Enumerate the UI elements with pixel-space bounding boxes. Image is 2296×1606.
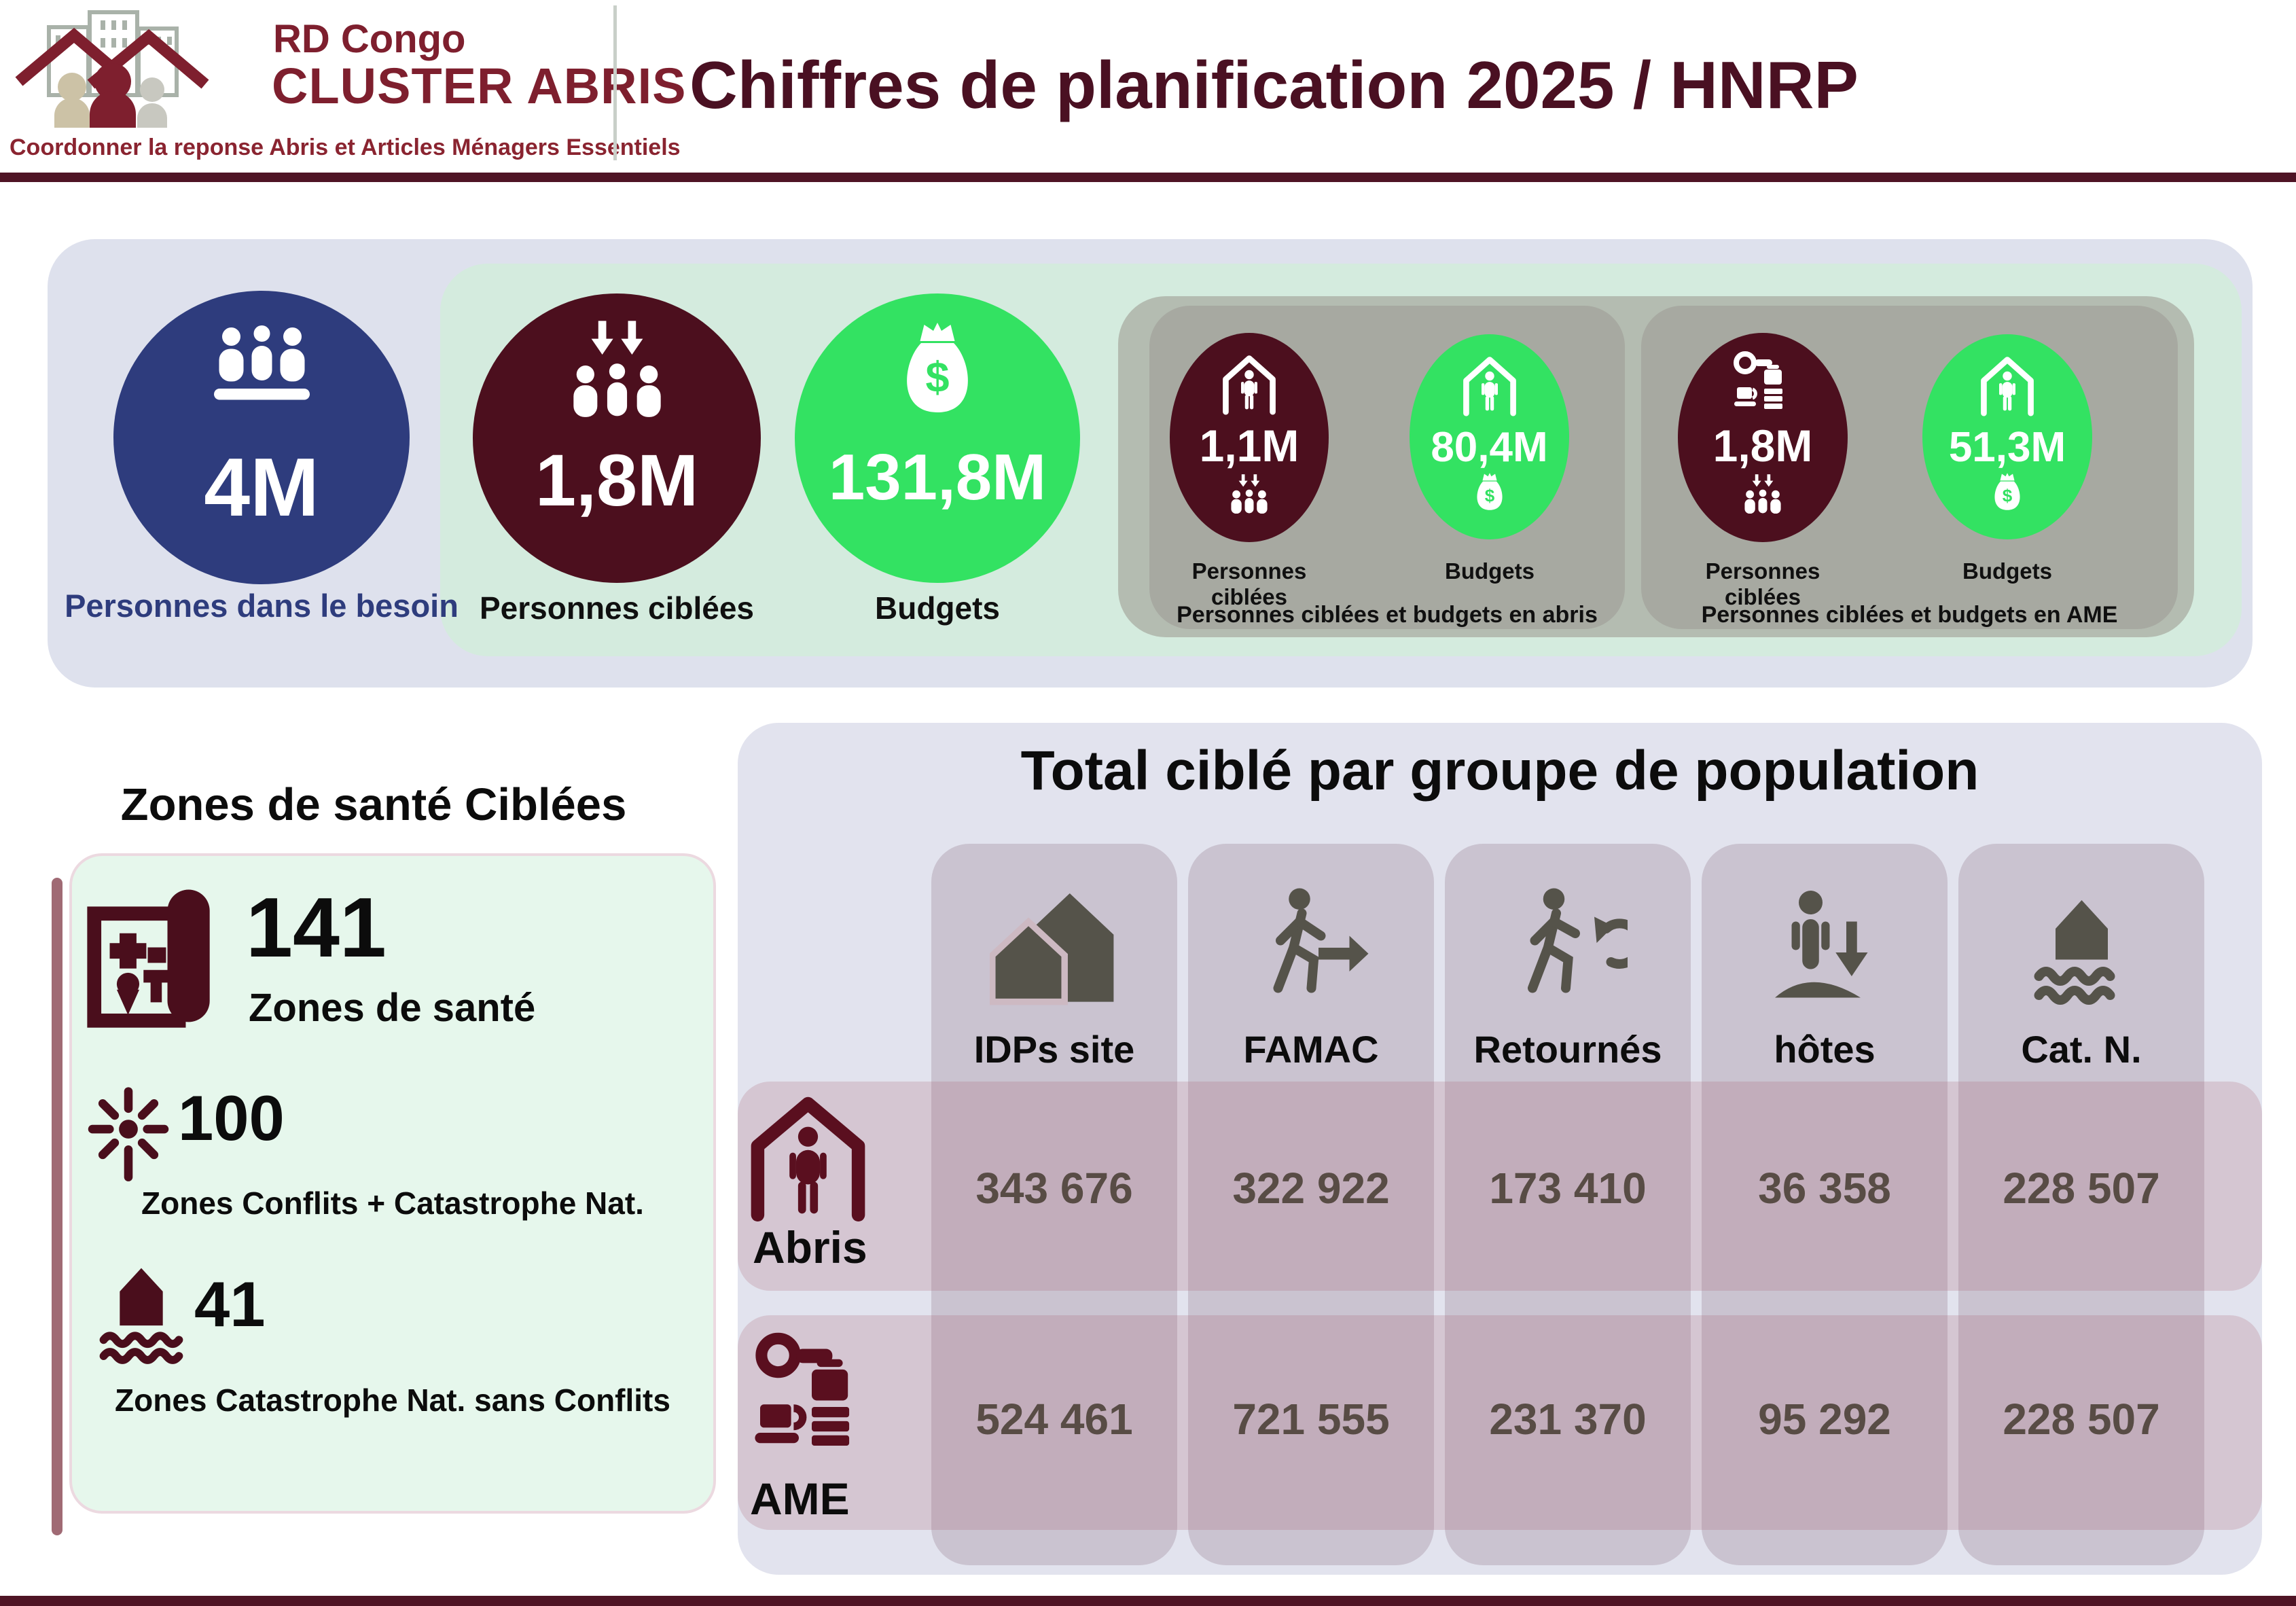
zones-sante-value: 141	[246, 881, 387, 975]
idps-site-icon	[990, 893, 1114, 1005]
kpi-targeted-value: 1,8M	[535, 439, 699, 521]
column-header-catn	[1958, 874, 2204, 1016]
hotes-icon	[1774, 890, 1867, 997]
money-bag-icon: $	[907, 323, 968, 412]
zones-catastrophe-label: Zones Catastrophe Nat. sans Conflits	[115, 1382, 670, 1418]
kpi-targeted-circle: 1,8M	[473, 293, 761, 583]
cell-abris-famac: 322 922	[1232, 1164, 1390, 1213]
abris-targeted-circle: 1,1M	[1170, 333, 1329, 542]
kpi-need-circle: 4M	[113, 291, 410, 584]
column-strip-catn	[1958, 844, 2204, 1565]
arrows-people-small-icon	[1744, 474, 1781, 514]
ame-targeted-circle: 1,8M	[1678, 333, 1848, 542]
ame-targeted-label: Personnes ciblées	[1705, 558, 1820, 609]
retournes-icon	[1527, 888, 1628, 993]
abris-targeted-label: Personnes ciblées	[1191, 558, 1307, 609]
shelter-person-icon	[1463, 357, 1516, 416]
population-table-panel	[738, 723, 2262, 1575]
abris-panel-caption: Personnes ciblées et budgets en abris	[1177, 602, 1598, 628]
row-label-abris: Abris	[753, 1222, 867, 1272]
header-rule	[0, 173, 2296, 182]
column-header-hotes	[1702, 874, 1948, 1016]
bottom-bar	[0, 1596, 2296, 1606]
abris-budget-value: 80,4M	[1431, 424, 1548, 471]
svg-text:$: $	[1484, 485, 1494, 505]
ame-targeted-value: 1,8M	[1712, 421, 1813, 471]
cell-ame-catn: 228 507	[2003, 1395, 2160, 1444]
table-row-ame-band	[738, 1315, 2262, 1530]
conflict-burst-icon	[88, 1087, 169, 1181]
column-label-catn: Cat. N.	[2021, 1028, 2142, 1071]
famac-icon	[1273, 888, 1368, 993]
zones-catastrophe-value: 41	[194, 1268, 266, 1340]
zones-title: Zones de santé Ciblées	[120, 779, 627, 830]
column-label-retournes: Retournés	[1473, 1028, 1662, 1071]
column-header-retournes	[1445, 874, 1691, 1016]
zones-conflits-value: 100	[178, 1082, 285, 1154]
cell-abris-idps: 343 676	[975, 1164, 1133, 1213]
zones-sante-label: Zones de santé	[249, 986, 536, 1030]
shelter-person-icon	[1981, 357, 2034, 416]
cell-abris-hotes: 36 358	[1758, 1164, 1891, 1213]
cell-abris-catn: 228 507	[2003, 1164, 2160, 1213]
column-header-idps	[931, 874, 1177, 1016]
column-label-famac: FAMAC	[1243, 1028, 1379, 1071]
people-group-icon	[213, 325, 310, 400]
zones-conflits-label: Zones Conflits + Catastrophe Nat.	[141, 1185, 644, 1221]
arrows-people-small-icon	[1231, 474, 1268, 514]
ame-budget-circle: 51,3M $	[1922, 334, 2092, 539]
money-bag-small-icon: $	[1994, 473, 2020, 510]
population-table-title: Total ciblé par groupe de population	[1020, 740, 1979, 802]
logo-tagline: Coordonner la reponse Abris et Articles …	[10, 135, 681, 160]
abris-budget-label: Budgets	[1445, 558, 1535, 584]
ame-row-icon	[755, 1332, 850, 1446]
column-label-hotes: hôtes	[1774, 1028, 1876, 1071]
cell-ame-idps: 524 461	[975, 1395, 1133, 1444]
column-header-famac	[1188, 874, 1434, 1016]
ame-panel-caption: Personnes ciblées et budgets en AME	[1701, 602, 2118, 628]
kpi-targeted-label: Personnes ciblées	[480, 590, 754, 626]
cell-ame-famac: 721 555	[1232, 1395, 1390, 1444]
shelter-person-icon	[1223, 355, 1276, 415]
kpi-budget-label: Budgets	[875, 590, 1000, 626]
ame-budget-value: 51,3M	[1948, 424, 2066, 471]
svg-text:$: $	[2003, 485, 2013, 505]
kpi-budget-value: 131,8M	[828, 441, 1047, 514]
row-label-ame: AME	[750, 1474, 850, 1524]
logo-name: CLUSTER ABRIS	[272, 58, 687, 114]
header-divider	[613, 5, 617, 160]
page-title: Chiffres de planification 2025 / HNRP	[689, 47, 1859, 122]
cell-ame-retournes: 231 370	[1489, 1395, 1647, 1444]
column-strip-hotes	[1702, 844, 1948, 1565]
map-zones-icon	[87, 889, 210, 1028]
table-row-abris-band	[738, 1082, 2262, 1291]
abris-targeted-value: 1,1M	[1199, 421, 1299, 471]
ame-budget-label: Budgets	[1962, 558, 2052, 584]
cell-abris-retournes: 173 410	[1489, 1164, 1647, 1213]
flood-house-icon	[99, 1268, 183, 1364]
cat-n-icon	[2034, 899, 2115, 1005]
column-label-idps: IDPs site	[973, 1028, 1135, 1071]
arrows-people-icon	[573, 321, 661, 417]
kpi-need-label: Personnes dans le besoin	[65, 588, 459, 624]
kpi-budget-circle: $ 131,8M	[795, 293, 1080, 583]
kitchen-set-icon	[1734, 351, 1782, 409]
logo-country: RD Congo	[273, 17, 466, 61]
cell-ame-hotes: 95 292	[1758, 1395, 1891, 1444]
abris-row-icon	[751, 1096, 865, 1222]
kpi-need-value: 4M	[204, 441, 319, 533]
money-bag-small-icon: $	[1476, 473, 1503, 510]
zones-accent-bar	[52, 878, 62, 1535]
abris-budget-circle: 80,4M $	[1410, 334, 1569, 539]
svg-text:$: $	[925, 354, 949, 401]
cluster-abris-logo-icon	[15, 10, 209, 128]
